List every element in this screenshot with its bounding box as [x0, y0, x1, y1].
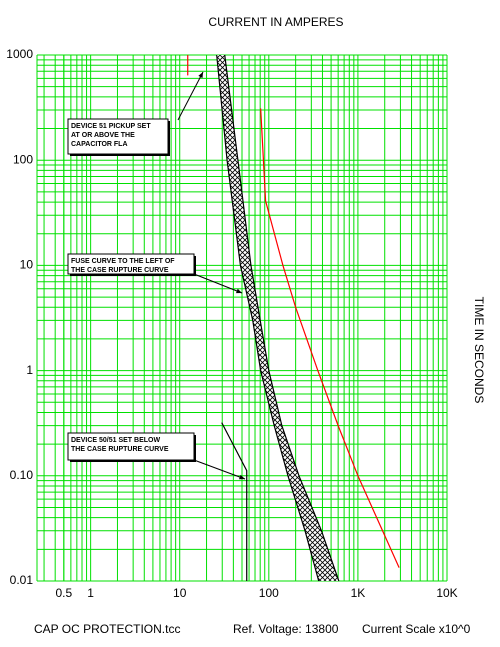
curve: [216, 54, 320, 582]
annotation-text: DEVICE 50/51 SET BELOW: [71, 437, 160, 444]
annotation-text: FUSE CURVE TO THE LEFT OF: [71, 258, 175, 265]
x-tick-label: 10: [173, 586, 187, 600]
curve: [260, 108, 400, 568]
arrow-head: [236, 288, 242, 294]
annotation-box: [67, 432, 195, 461]
annotation-arrow: [193, 459, 246, 480]
y-tick-label: 10: [20, 258, 34, 272]
annotation-box: [67, 253, 195, 275]
annotation-arrow: [177, 71, 204, 121]
x-tick-label: 0.5: [55, 586, 72, 600]
annotation-text: CAPACITOR FLA: [71, 141, 128, 148]
x-tick-label: 10K: [436, 586, 457, 600]
y-axis-title: TIME IN SECONDS: [472, 297, 486, 404]
x-tick-label: 1: [87, 586, 94, 600]
chart-title: CURRENT IN AMPERES: [208, 15, 343, 29]
x-tick-label: 1K: [351, 586, 366, 600]
annotation-text: THE CASE RUPTURE CURVE: [71, 446, 169, 453]
y-tick-label: 1: [26, 363, 33, 377]
annotation-arrow: [193, 273, 243, 294]
annotation-text: AT OR ABOVE THE: [71, 132, 135, 139]
y-tick-label: 0.01: [10, 573, 34, 587]
annotation-text: DEVICE 51 PICKUP SET: [71, 123, 151, 130]
x-tick-label: 100: [259, 586, 279, 600]
curve: [224, 54, 340, 582]
y-tick-label: 1000: [6, 47, 33, 61]
footer-voltage: Ref. Voltage: 13800: [233, 622, 339, 636]
y-tick-label: 100: [13, 152, 33, 166]
y-tick-label: 0.10: [10, 468, 34, 482]
annotation-text: THE CASE RUPTURE CURVE: [71, 267, 169, 274]
arrow-head: [239, 474, 245, 480]
footer-file: CAP OC PROTECTION.tcc: [34, 622, 180, 636]
arrow-head: [198, 72, 203, 78]
footer-scale: Current Scale x10^0: [362, 622, 471, 636]
fuse-band: [216, 55, 339, 581]
curve: [221, 422, 248, 581]
annotation-box: [67, 118, 169, 155]
